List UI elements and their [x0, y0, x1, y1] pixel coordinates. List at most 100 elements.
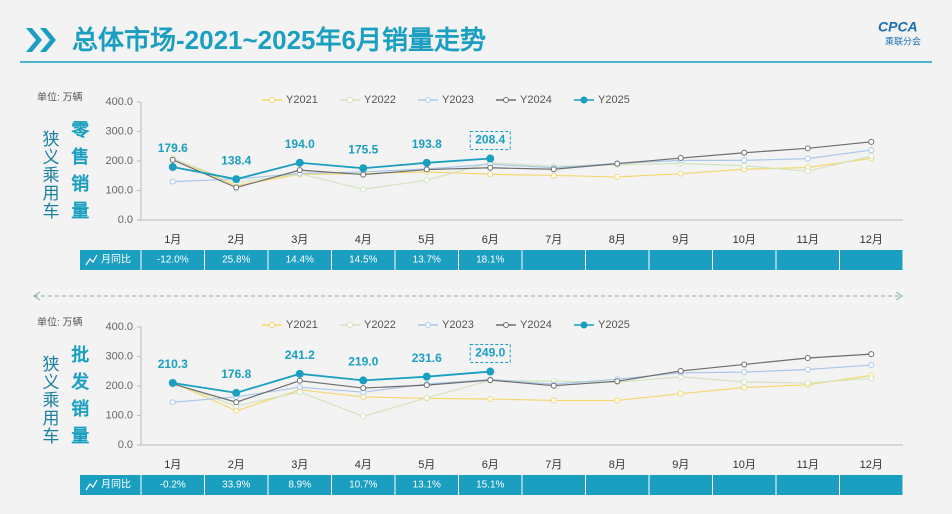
unit-label: 单位: 万辆 — [37, 91, 83, 104]
legend-marker — [269, 322, 275, 328]
yoy-value: 14.5% — [349, 255, 377, 266]
legend-label: Y2024 — [520, 319, 552, 331]
legend-marker — [503, 322, 509, 328]
legend-marker — [425, 97, 431, 103]
y-tick-label: 100.0 — [105, 184, 133, 196]
yoy-value: 13.7% — [413, 255, 441, 266]
point — [487, 171, 494, 178]
point — [233, 184, 240, 191]
y-tick-label: 300.0 — [105, 350, 133, 362]
point — [741, 157, 748, 164]
x-tick-label: 5月 — [418, 459, 435, 471]
data-label: 241.2 — [285, 348, 315, 362]
point — [550, 382, 557, 389]
x-tick-label: 11月 — [797, 459, 819, 471]
y-tick-label: 400.0 — [105, 321, 133, 333]
yoy-value: 15.1% — [476, 480, 504, 491]
point — [741, 361, 748, 368]
x-tick-label: 5月 — [418, 234, 435, 246]
point — [804, 168, 811, 175]
point — [168, 378, 177, 387]
x-tick-label: 3月 — [291, 459, 308, 471]
yoy-value: -12.0% — [157, 255, 189, 266]
x-tick-label: 4月 — [355, 234, 372, 246]
point — [423, 394, 430, 401]
series-line — [172, 370, 491, 394]
group-label: 狭义乘用车 — [40, 355, 60, 445]
series-line — [172, 353, 872, 403]
point — [868, 351, 875, 358]
legend-label: Y2025 — [598, 319, 630, 331]
point — [868, 362, 875, 369]
point — [360, 186, 367, 193]
point — [677, 170, 684, 177]
point — [296, 167, 303, 174]
yoy-icon — [85, 254, 98, 266]
x-tick-label: 6月 — [482, 459, 499, 471]
x-tick-label: 3月 — [291, 234, 308, 246]
group-label: 狭义乘用车 — [40, 130, 60, 220]
point — [487, 395, 494, 402]
point — [550, 397, 557, 404]
x-tick-label: 8月 — [609, 234, 626, 246]
series-line — [172, 376, 872, 418]
series-line — [172, 157, 491, 181]
x-tick-label: 7月 — [545, 234, 562, 246]
data-label: 138.4 — [221, 153, 251, 167]
point — [360, 385, 367, 392]
highlight-box — [469, 131, 511, 151]
point — [295, 369, 304, 378]
legend-marker — [503, 97, 509, 103]
x-tick-label: 11月 — [797, 234, 819, 246]
point — [232, 175, 241, 184]
y-tick-label: 400.0 — [105, 96, 133, 108]
point — [359, 164, 368, 173]
highlight-box — [469, 344, 511, 364]
yoy-value: 25.8% — [222, 255, 250, 266]
y-tick-label: 0.0 — [118, 439, 133, 451]
yoy-label: 月同比 — [101, 479, 131, 491]
data-label: 193.8 — [412, 137, 442, 151]
chart-title: 批发销量 — [69, 344, 90, 453]
series-line — [172, 155, 872, 190]
point — [677, 367, 684, 374]
series-line — [172, 364, 872, 403]
point — [169, 399, 176, 406]
point — [868, 147, 875, 154]
point — [169, 178, 176, 185]
point — [486, 154, 495, 163]
data-label: 176.8 — [221, 367, 251, 381]
point — [614, 160, 621, 167]
point — [232, 388, 241, 397]
x-tick-label: 7月 — [545, 459, 562, 471]
yoy-label: 月同比 — [101, 254, 131, 266]
chevron-icon — [26, 28, 56, 52]
legend-marker — [269, 97, 275, 103]
yoy-value: 14.4% — [286, 255, 314, 266]
y-tick-label: 200.0 — [105, 380, 133, 392]
point — [487, 377, 494, 384]
x-tick-label: 12月 — [860, 459, 883, 471]
yoy-value: 13.1% — [413, 480, 441, 491]
data-label: 194.0 — [285, 137, 315, 151]
yoy-row — [80, 250, 903, 270]
point — [550, 172, 557, 179]
yoy-value: 10.7% — [349, 480, 377, 491]
point — [296, 377, 303, 384]
point — [550, 166, 557, 173]
y-tick-label: 100.0 — [105, 409, 133, 421]
point — [486, 367, 495, 376]
point — [614, 397, 621, 404]
legend-label: Y2023 — [442, 319, 474, 331]
data-label: 219.0 — [348, 355, 378, 369]
point — [677, 390, 684, 397]
point — [487, 164, 494, 171]
point — [296, 384, 303, 391]
data-label: 208.4 — [475, 133, 505, 147]
data-label: 175.5 — [348, 142, 378, 156]
yoy-icon — [85, 479, 98, 491]
point — [360, 413, 367, 420]
point — [614, 173, 621, 180]
y-tick-label: 200.0 — [105, 155, 133, 167]
x-tick-label: 10月 — [733, 234, 756, 246]
